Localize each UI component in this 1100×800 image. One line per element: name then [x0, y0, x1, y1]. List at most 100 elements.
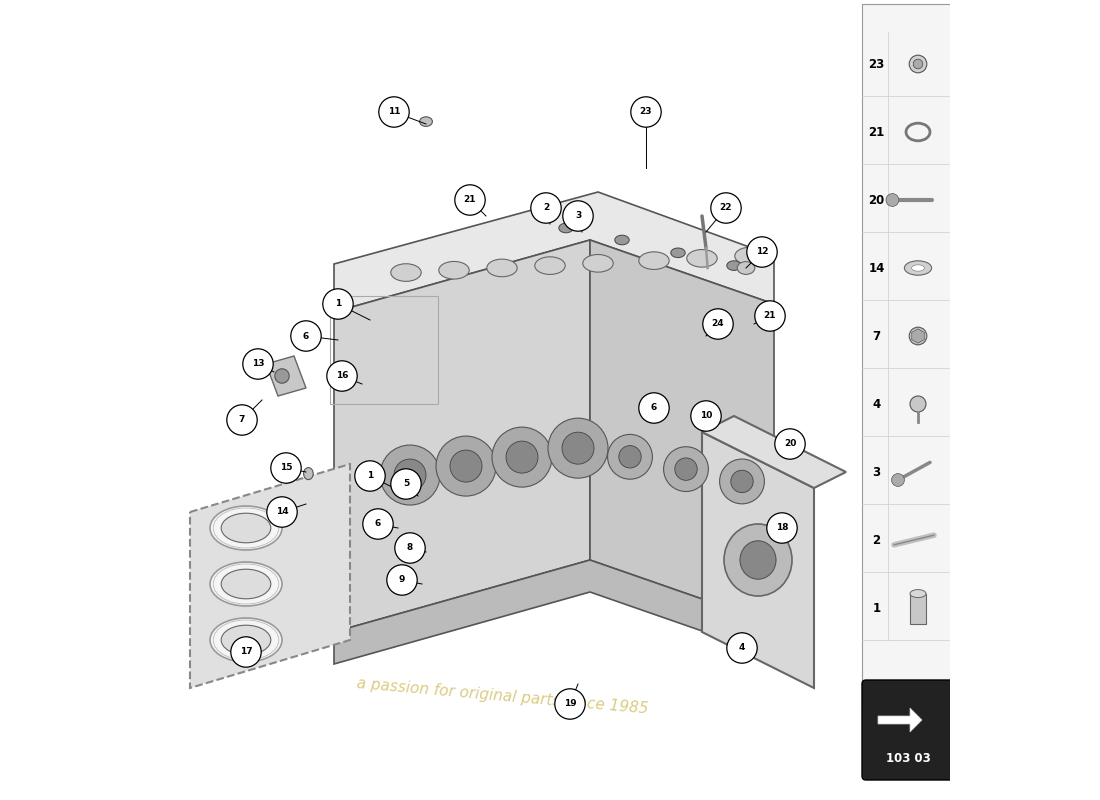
Text: 2: 2 [543, 203, 549, 213]
Text: 6: 6 [302, 331, 309, 341]
Ellipse shape [275, 369, 289, 383]
Circle shape [327, 361, 358, 391]
Text: 14: 14 [868, 262, 884, 274]
Ellipse shape [390, 264, 421, 282]
Ellipse shape [210, 562, 282, 606]
Polygon shape [878, 708, 922, 732]
Text: 21: 21 [464, 195, 476, 205]
Ellipse shape [910, 55, 927, 73]
Text: 8: 8 [407, 543, 414, 553]
Text: 23: 23 [868, 58, 884, 70]
Text: 6: 6 [651, 403, 657, 413]
Circle shape [554, 689, 585, 719]
Circle shape [747, 237, 778, 267]
Circle shape [727, 633, 757, 663]
Polygon shape [190, 464, 350, 688]
Circle shape [892, 474, 904, 486]
Ellipse shape [730, 470, 754, 493]
Ellipse shape [639, 252, 669, 270]
Text: 12: 12 [756, 247, 768, 257]
Polygon shape [334, 240, 590, 632]
Ellipse shape [904, 261, 932, 275]
Text: 2: 2 [872, 534, 880, 546]
Text: 21: 21 [868, 126, 884, 138]
Ellipse shape [439, 262, 470, 279]
Circle shape [454, 185, 485, 215]
Ellipse shape [548, 418, 608, 478]
Ellipse shape [304, 467, 313, 480]
Text: 11: 11 [387, 107, 400, 117]
Circle shape [703, 309, 734, 339]
Ellipse shape [619, 446, 641, 468]
Text: 7: 7 [872, 330, 880, 342]
Ellipse shape [221, 570, 271, 598]
Text: 3: 3 [872, 466, 880, 478]
Circle shape [563, 201, 593, 231]
Text: 18: 18 [776, 523, 789, 533]
Circle shape [691, 401, 722, 431]
Ellipse shape [615, 235, 629, 245]
Ellipse shape [727, 261, 741, 270]
FancyBboxPatch shape [910, 594, 926, 624]
Circle shape [231, 637, 261, 667]
Ellipse shape [210, 618, 282, 662]
Circle shape [363, 509, 393, 539]
Text: 22: 22 [719, 203, 733, 213]
Text: EUROPES: EUROPES [327, 351, 676, 417]
Circle shape [390, 469, 421, 499]
Text: 103 03: 103 03 [886, 752, 931, 765]
Polygon shape [266, 356, 306, 396]
Circle shape [630, 97, 661, 127]
Ellipse shape [559, 223, 573, 233]
Text: 17: 17 [240, 647, 252, 657]
Text: 20: 20 [784, 439, 796, 449]
Polygon shape [912, 329, 924, 343]
Ellipse shape [492, 427, 552, 487]
Ellipse shape [663, 446, 708, 491]
Ellipse shape [379, 445, 440, 505]
Circle shape [355, 461, 385, 491]
Ellipse shape [607, 434, 652, 479]
Ellipse shape [686, 250, 717, 267]
Ellipse shape [910, 590, 926, 598]
Ellipse shape [210, 506, 282, 550]
Ellipse shape [735, 247, 766, 265]
Ellipse shape [671, 248, 685, 258]
Ellipse shape [674, 458, 697, 480]
Ellipse shape [506, 441, 538, 473]
Ellipse shape [913, 59, 923, 69]
Circle shape [387, 565, 417, 595]
Ellipse shape [910, 396, 926, 412]
Text: 1: 1 [872, 602, 880, 614]
Text: 15: 15 [279, 463, 293, 473]
Circle shape [711, 193, 741, 223]
Ellipse shape [910, 327, 927, 345]
Text: 21: 21 [763, 311, 777, 321]
Ellipse shape [562, 432, 594, 464]
Circle shape [290, 321, 321, 351]
Circle shape [886, 194, 899, 206]
Ellipse shape [436, 436, 496, 496]
Circle shape [267, 497, 297, 527]
Ellipse shape [912, 265, 924, 271]
Ellipse shape [221, 626, 271, 654]
Text: 5: 5 [403, 479, 409, 489]
Polygon shape [334, 560, 774, 664]
Text: a passion for original parts since 1985: a passion for original parts since 1985 [355, 676, 649, 716]
Ellipse shape [535, 257, 565, 274]
Circle shape [378, 97, 409, 127]
Circle shape [774, 429, 805, 459]
Text: 4: 4 [872, 398, 880, 410]
Ellipse shape [394, 459, 426, 491]
Circle shape [531, 193, 561, 223]
Text: 13: 13 [252, 359, 264, 369]
Text: 10: 10 [700, 411, 712, 421]
FancyBboxPatch shape [862, 680, 954, 780]
FancyBboxPatch shape [862, 4, 954, 704]
Ellipse shape [450, 450, 482, 482]
Text: 3: 3 [575, 211, 581, 221]
Text: 19: 19 [563, 699, 576, 709]
Ellipse shape [583, 254, 613, 272]
Circle shape [767, 513, 798, 543]
Polygon shape [334, 192, 774, 312]
